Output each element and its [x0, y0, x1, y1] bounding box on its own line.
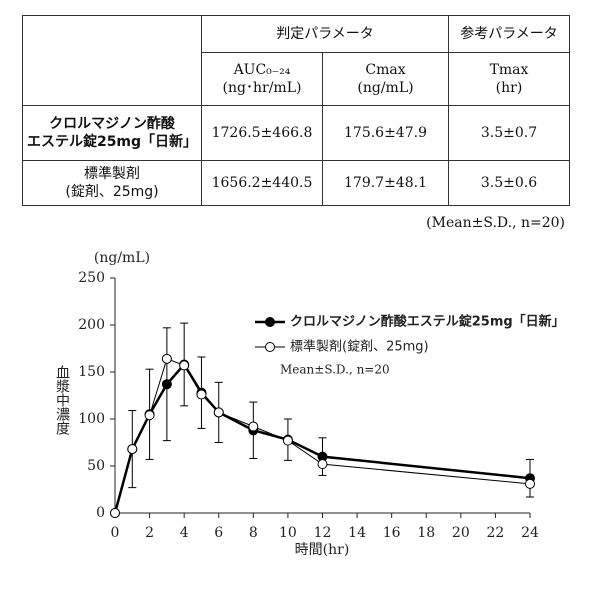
text: Tmax — [489, 62, 529, 78]
cell: 3.5±0.6 — [448, 160, 570, 206]
cell: 1726.5±466.8 — [201, 105, 323, 161]
data-point — [525, 478, 535, 489]
text: (ng･hr/mL) — [222, 80, 302, 96]
header-cell: Tmax (hr) — [448, 52, 570, 106]
annotation: Mean±S.D., n=20 — [280, 363, 390, 377]
x-tick-label: 2 — [145, 525, 154, 541]
y-tick-label: 150 — [78, 364, 105, 380]
row-label: クロルマジノン酢酸エステル錠25mg「日新」 — [22, 105, 202, 161]
x-tick-label: 8 — [249, 525, 258, 541]
cell: 1656.2±440.5 — [201, 160, 323, 206]
text: (hr) — [495, 80, 523, 96]
cell — [22, 15, 202, 106]
row-label: 標準製剤 (錠剤、25mg) — [22, 160, 202, 206]
cell: 175.6±47.9 — [322, 105, 449, 161]
x-tick-label: 14 — [348, 525, 366, 541]
x-tick-label: 0 — [111, 525, 120, 541]
data-point — [179, 360, 190, 371]
text: 標準製剤 — [84, 166, 140, 182]
text: AUC₀₋₂₄ — [233, 62, 291, 78]
data-point — [317, 459, 328, 470]
legend-label: クロルマジノン酢酸エステル錠25mg「日新」 — [290, 314, 565, 330]
text: クロルマジノン酢酸 — [49, 116, 175, 132]
data-point — [196, 389, 207, 400]
table-note: (Mean±S.D., n=20) — [426, 215, 565, 231]
x-tick-label: 24 — [521, 525, 539, 541]
text: エステル錠25mg「日新」 — [26, 134, 198, 150]
data-point — [161, 353, 172, 364]
x-tick-label: 12 — [314, 525, 332, 541]
data-point — [144, 410, 155, 421]
data-point — [282, 435, 293, 446]
data-point — [110, 508, 120, 518]
data-point — [248, 421, 259, 432]
data-point — [213, 407, 224, 418]
y-tick-label: 0 — [96, 505, 105, 521]
y-axis-label: 血漿中濃度 — [54, 365, 70, 435]
legend-marker — [265, 342, 275, 352]
legend-marker — [265, 317, 275, 327]
y-tick-label: 250 — [78, 270, 105, 286]
data-table: 判定パラメータ 参考パラメータ AUC₀₋₂₄ (ng･hr/mL) Cmax (n… — [22, 15, 570, 206]
x-tick-label: 22 — [487, 525, 505, 541]
text: (ng/mL) — [357, 80, 414, 96]
x-tick-label: 16 — [383, 525, 401, 541]
y-tick-label: 50 — [87, 458, 105, 474]
y-unit: (ng/mL) — [94, 250, 150, 266]
y-tick-label: 100 — [78, 411, 105, 427]
x-tick-label: 20 — [452, 525, 470, 541]
header-cell: AUC₀₋₂₄ (ng･hr/mL) — [201, 52, 323, 106]
x-tick-label: 6 — [214, 525, 223, 541]
x-tick-label: 4 — [180, 525, 189, 541]
data-point — [127, 444, 138, 455]
text: Cmax — [365, 62, 406, 78]
text: (錠剤、25mg) — [65, 184, 159, 200]
cell: 179.7±48.1 — [322, 160, 449, 206]
x-axis-label: 時間(hr) — [295, 542, 350, 558]
legend-label: 標準製剤(錠剤、25mg) — [290, 339, 429, 355]
y-tick-label: 200 — [78, 317, 105, 333]
x-tick-label: 18 — [417, 525, 435, 541]
series-line — [114, 358, 531, 514]
x-tick-label: 10 — [279, 525, 297, 541]
data-point — [161, 379, 172, 390]
